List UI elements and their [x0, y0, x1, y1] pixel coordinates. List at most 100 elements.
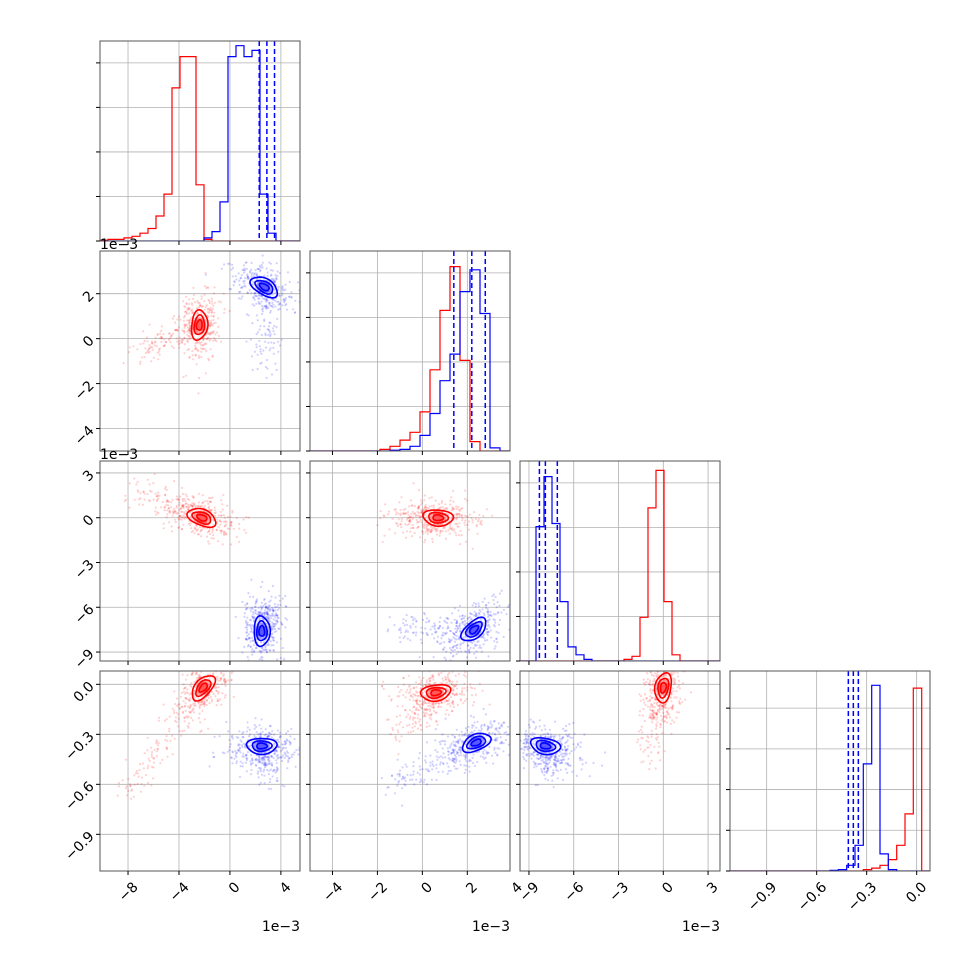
sample-point — [212, 331, 215, 334]
sample-point — [560, 761, 564, 764]
sample-point — [194, 505, 197, 509]
sample-point — [281, 294, 284, 297]
sample-point — [455, 647, 459, 650]
sample-point — [487, 621, 490, 624]
sample-point — [420, 508, 423, 512]
sample-point — [552, 771, 556, 774]
sample-point — [276, 614, 279, 617]
sample-point — [520, 747, 523, 751]
sample-point — [283, 756, 286, 760]
sample-point — [459, 698, 462, 701]
sample-point — [455, 522, 458, 526]
sample-point — [442, 739, 445, 743]
sample-point — [559, 759, 562, 762]
sample-point — [235, 762, 238, 765]
sample-point — [522, 742, 526, 745]
sample-point — [280, 622, 283, 626]
sample-point — [543, 756, 546, 759]
sample-point — [178, 501, 181, 504]
sample-point — [263, 274, 266, 277]
sample-point — [452, 632, 456, 635]
sample-point — [188, 511, 192, 514]
sample-point — [262, 758, 265, 761]
sample-point — [212, 533, 215, 537]
sample-point — [671, 705, 674, 708]
sample-point — [125, 787, 128, 790]
sample-point — [398, 690, 401, 694]
sample-point — [424, 538, 427, 542]
sample-point — [656, 675, 659, 679]
sample-point — [185, 715, 188, 718]
sample-point — [218, 300, 221, 303]
sample-point — [453, 507, 456, 510]
sample-point — [268, 303, 271, 306]
sample-point — [219, 519, 222, 522]
sample-point — [197, 501, 200, 504]
sample-point — [184, 502, 187, 506]
sample-point — [562, 727, 565, 731]
sample-point — [258, 650, 261, 653]
sample-point — [444, 756, 447, 759]
sample-point — [177, 343, 180, 346]
sample-point — [266, 612, 269, 615]
sample-point — [133, 498, 136, 501]
sample-point — [185, 691, 188, 694]
sample-point — [238, 746, 242, 749]
sample-point — [546, 762, 549, 765]
sample-point — [431, 768, 434, 771]
sample-point — [541, 733, 545, 736]
sample-point — [464, 519, 467, 522]
sample-point — [231, 509, 234, 513]
sample-point — [417, 757, 420, 760]
sample-point — [163, 338, 166, 341]
sample-point — [271, 764, 274, 767]
sample-point — [463, 640, 466, 643]
sample-point — [237, 744, 240, 747]
sample-point — [249, 640, 252, 643]
sample-point — [276, 300, 279, 303]
sample-point — [411, 504, 414, 507]
sample-point — [200, 305, 203, 308]
sample-point — [194, 353, 197, 357]
sample-point — [196, 341, 199, 344]
sample-point — [237, 272, 240, 275]
sample-point — [645, 697, 648, 700]
sample-point — [180, 705, 183, 709]
sample-point — [248, 745, 251, 748]
sample-point — [437, 756, 440, 759]
sample-point — [245, 754, 248, 757]
sample-point — [409, 624, 412, 627]
sample-point — [155, 750, 158, 753]
sample-point — [550, 735, 553, 738]
sample-point — [451, 759, 454, 762]
sample-point — [155, 345, 158, 348]
sample-point — [523, 758, 526, 761]
sample-point — [404, 709, 407, 712]
contour-2 — [657, 677, 670, 699]
sample-point — [451, 680, 454, 683]
sample-point — [471, 749, 474, 752]
sample-point — [259, 585, 263, 589]
sample-point — [285, 738, 288, 741]
sample-point — [482, 633, 485, 636]
sample-point — [209, 348, 212, 351]
sample-point — [417, 694, 420, 697]
sample-point — [434, 739, 437, 742]
sample-point — [505, 613, 508, 616]
sample-point — [492, 598, 495, 602]
sample-point — [247, 624, 251, 627]
sample-point — [494, 727, 497, 730]
sample-point — [185, 505, 188, 508]
sample-point — [455, 693, 458, 696]
sample-point — [237, 749, 240, 752]
sample-point — [411, 726, 414, 729]
sample-point — [156, 747, 159, 750]
sample-point — [489, 629, 492, 632]
sample-point — [667, 707, 670, 710]
sample-point — [425, 617, 429, 620]
sample-point — [549, 759, 552, 762]
sample-point — [561, 737, 564, 740]
sample-point — [429, 713, 432, 717]
sample-point — [269, 725, 272, 728]
